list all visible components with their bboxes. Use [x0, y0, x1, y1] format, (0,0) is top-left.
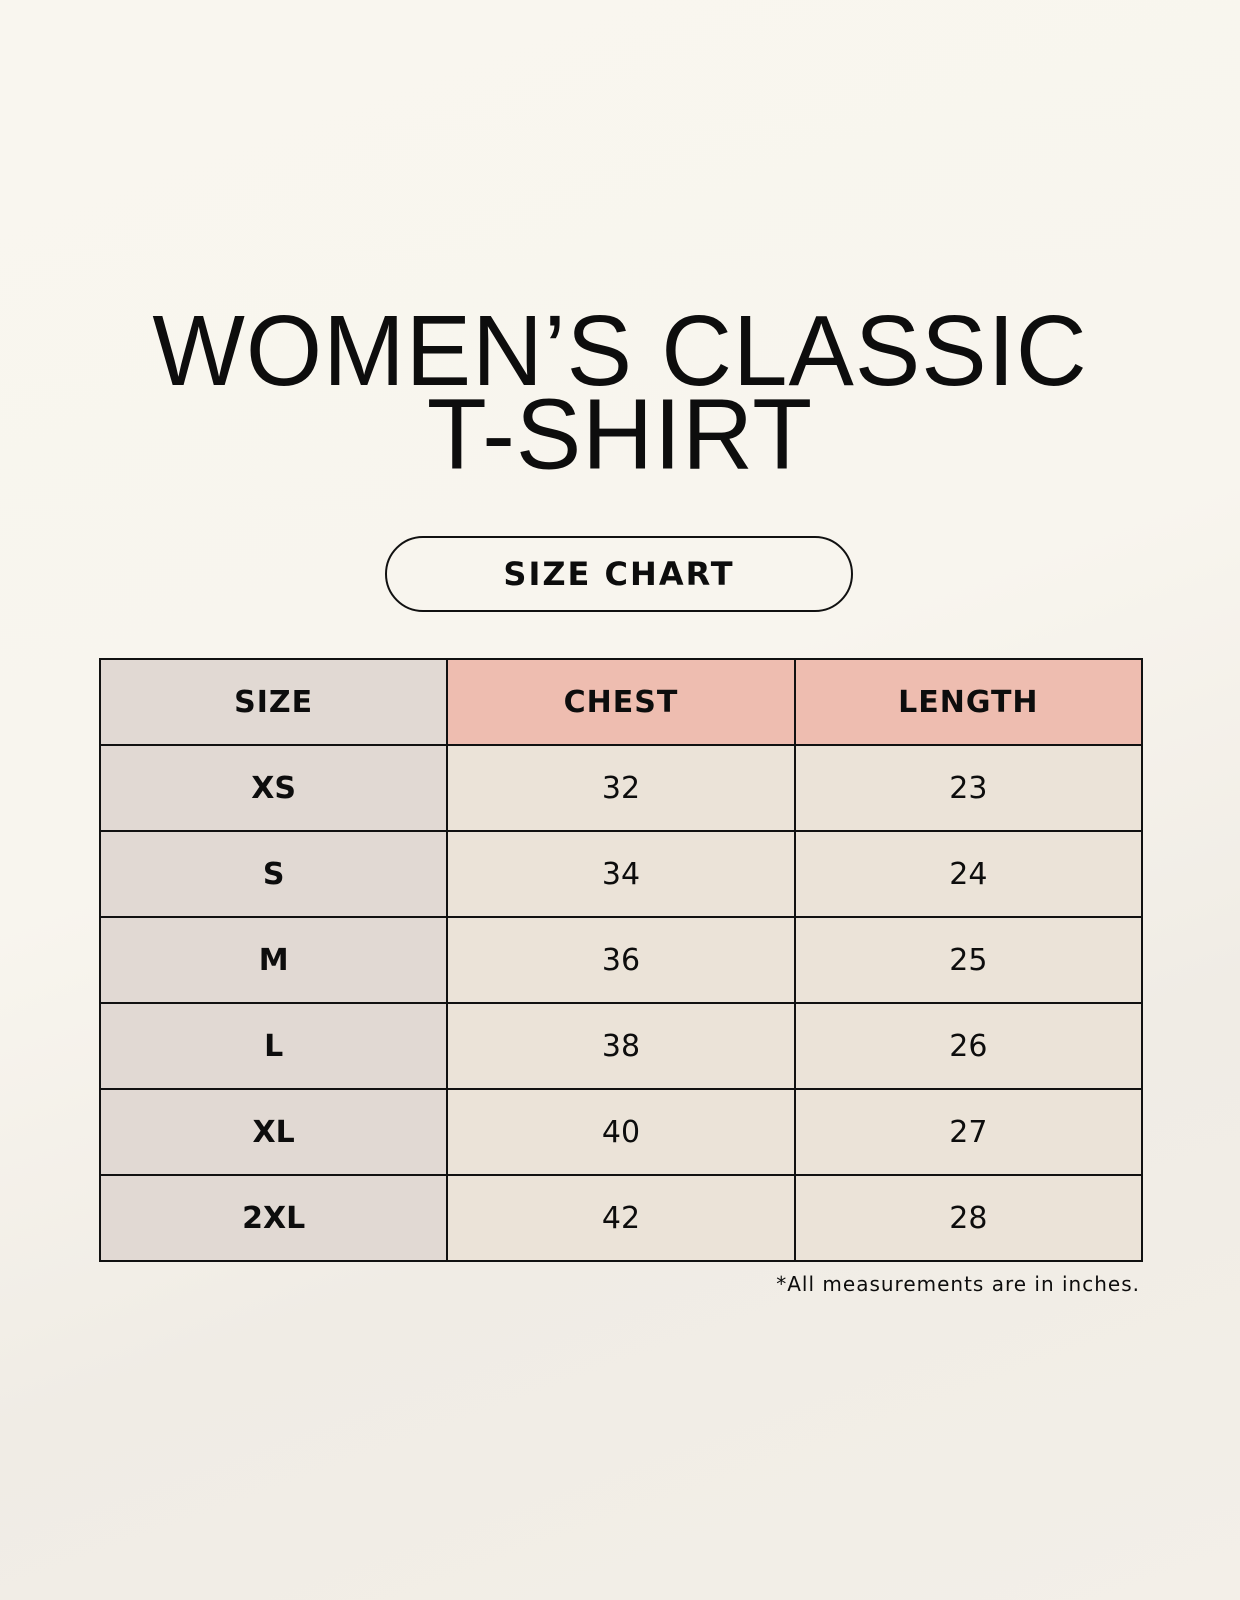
chest-cell: 36 [446, 916, 796, 1004]
size-cell: S [98, 830, 449, 918]
size-table: SIZE CHEST LENGTH XS 32 23 S 34 24 M 36 25 L 38 26 X… [98, 658, 1144, 1262]
length-cell: 25 [793, 916, 1144, 1004]
table-row: L 38 26 [98, 1002, 1144, 1090]
table-row: XL 40 27 [98, 1088, 1144, 1176]
chest-cell: 40 [446, 1088, 796, 1176]
title-line-2: T-SHIRT [426, 377, 814, 490]
size-cell: 2XL [98, 1174, 449, 1262]
chest-cell: 38 [446, 1002, 796, 1090]
chest-cell: 34 [446, 830, 796, 918]
size-cell: XL [98, 1088, 449, 1176]
header-chest: CHEST [446, 658, 796, 746]
size-cell: L [98, 1002, 449, 1090]
table-row: M 36 25 [98, 916, 1144, 1004]
page-title: WOMEN’S CLASSIC T-SHIRT [0, 294, 1240, 490]
length-cell: 28 [793, 1174, 1144, 1262]
size-cell: M [98, 916, 449, 1004]
length-cell: 27 [793, 1088, 1144, 1176]
length-cell: 26 [793, 1002, 1144, 1090]
chest-cell: 42 [446, 1174, 796, 1262]
length-cell: 23 [793, 744, 1144, 832]
size-cell: XS [98, 744, 449, 832]
footnote: *All measurements are in inches. [776, 1272, 1140, 1296]
table-row: S 34 24 [98, 830, 1144, 918]
size-chart-badge: SIZE CHART [385, 536, 853, 612]
title-line-1: WOMEN’S CLASSIC [152, 294, 1088, 407]
length-cell: 24 [793, 830, 1144, 918]
header-length: LENGTH [793, 658, 1144, 746]
header-size: SIZE [98, 658, 449, 746]
table-row: 2XL 42 28 [98, 1174, 1144, 1262]
table-header-row: SIZE CHEST LENGTH [98, 658, 1144, 746]
chest-cell: 32 [446, 744, 796, 832]
table-row: XS 32 23 [98, 744, 1144, 832]
